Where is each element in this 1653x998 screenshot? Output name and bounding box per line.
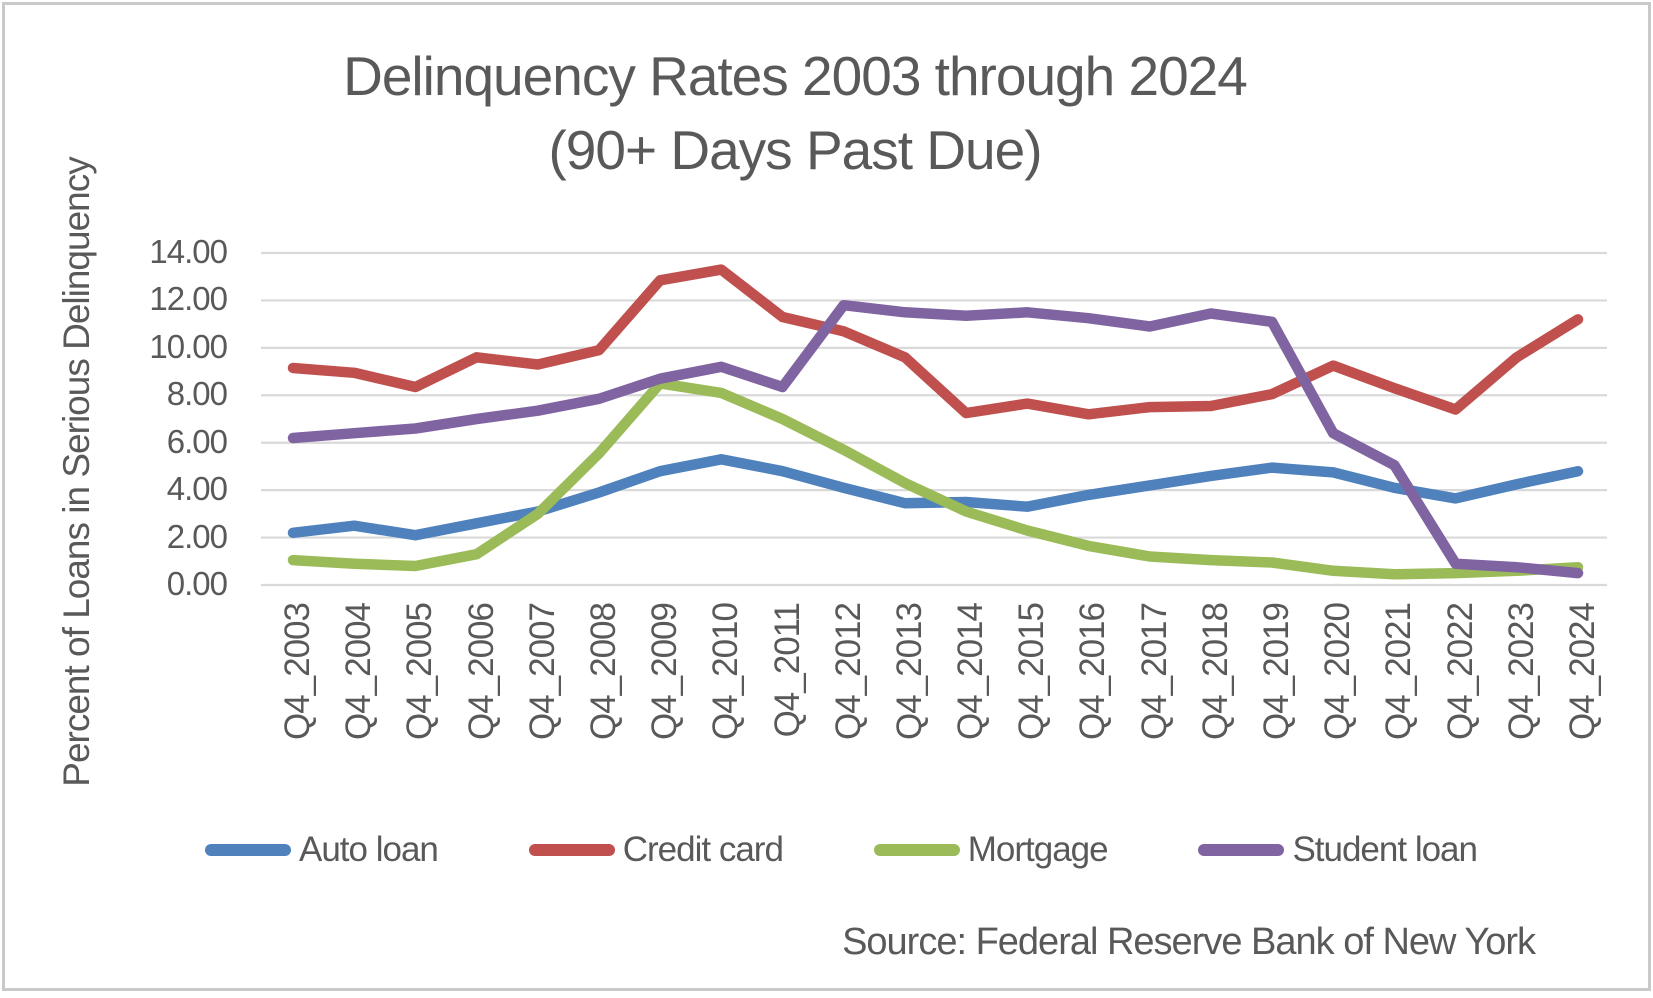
legend-item-mortgage: Mortgage — [874, 830, 1108, 870]
y-tick-label: 8.00 — [107, 374, 227, 414]
x-tick-label: Q4_2010 — [708, 603, 744, 763]
series-line-student-loan — [293, 305, 1578, 573]
x-tick-label: Q4_2004 — [341, 603, 377, 763]
x-tick-label: Q4_2015 — [1014, 603, 1050, 763]
legend-label: Credit card — [623, 830, 783, 870]
legend-swatch-icon — [205, 844, 291, 856]
x-tick-label: Q4_2018 — [1198, 603, 1234, 763]
series-line-mortgage — [293, 383, 1578, 574]
x-tick-label: Q4_2013 — [892, 603, 928, 763]
legend-label: Auto loan — [299, 830, 438, 870]
x-tick-label: Q4_2017 — [1137, 603, 1173, 763]
y-tick-label: 14.00 — [107, 232, 227, 272]
y-tick-label: 6.00 — [107, 422, 227, 462]
x-tick-label: Q4_2023 — [1504, 603, 1540, 763]
source-note: Source: Federal Reserve Bank of New York — [842, 921, 1535, 964]
x-tick-label: Q4_2016 — [1075, 603, 1111, 763]
legend: Auto loan Credit card Mortgage Student loan — [205, 829, 1477, 871]
x-tick-label: Q4_2020 — [1320, 603, 1356, 763]
x-tick-label: Q4_2014 — [953, 603, 989, 763]
x-tick-label: Q4_2021 — [1381, 603, 1417, 763]
y-tick-label: 2.00 — [107, 517, 227, 557]
x-tick-label: Q4_2007 — [525, 603, 561, 763]
x-tick-label: Q4_2019 — [1259, 603, 1295, 763]
legend-item-credit-card: Credit card — [529, 830, 783, 870]
x-tick-label: Q4_2008 — [586, 603, 622, 763]
legend-item-student-loan: Student loan — [1198, 830, 1477, 870]
x-tick-label: Q4_2006 — [464, 603, 500, 763]
y-tick-label: 4.00 — [107, 469, 227, 509]
legend-label: Mortgage — [968, 830, 1108, 870]
x-tick-label: Q4_2005 — [402, 603, 438, 763]
y-tick-label: 10.00 — [107, 327, 227, 367]
y-tick-label: 0.00 — [107, 564, 227, 604]
x-tick-label: Q4_2012 — [831, 603, 867, 763]
x-tick-label: Q4_2003 — [280, 603, 316, 763]
x-tick-label: Q4_2024 — [1565, 603, 1601, 763]
legend-swatch-icon — [1198, 844, 1284, 856]
y-tick-label: 12.00 — [107, 279, 227, 319]
x-tick-label: Q4_2011 — [770, 603, 806, 763]
series-line-credit-card — [293, 270, 1578, 415]
legend-swatch-icon — [874, 844, 960, 856]
x-tick-label: Q4_2009 — [647, 603, 683, 763]
x-tick-label: Q4_2022 — [1443, 603, 1479, 763]
legend-label: Student loan — [1292, 830, 1477, 870]
legend-swatch-icon — [529, 844, 615, 856]
legend-item-auto-loan: Auto loan — [205, 830, 438, 870]
